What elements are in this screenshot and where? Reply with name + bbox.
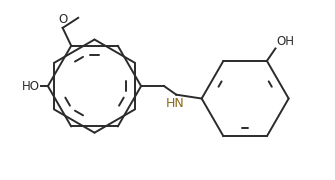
Text: HN: HN	[166, 97, 185, 111]
Text: O: O	[58, 13, 67, 26]
Text: HO: HO	[22, 80, 40, 93]
Text: OH: OH	[276, 35, 294, 48]
